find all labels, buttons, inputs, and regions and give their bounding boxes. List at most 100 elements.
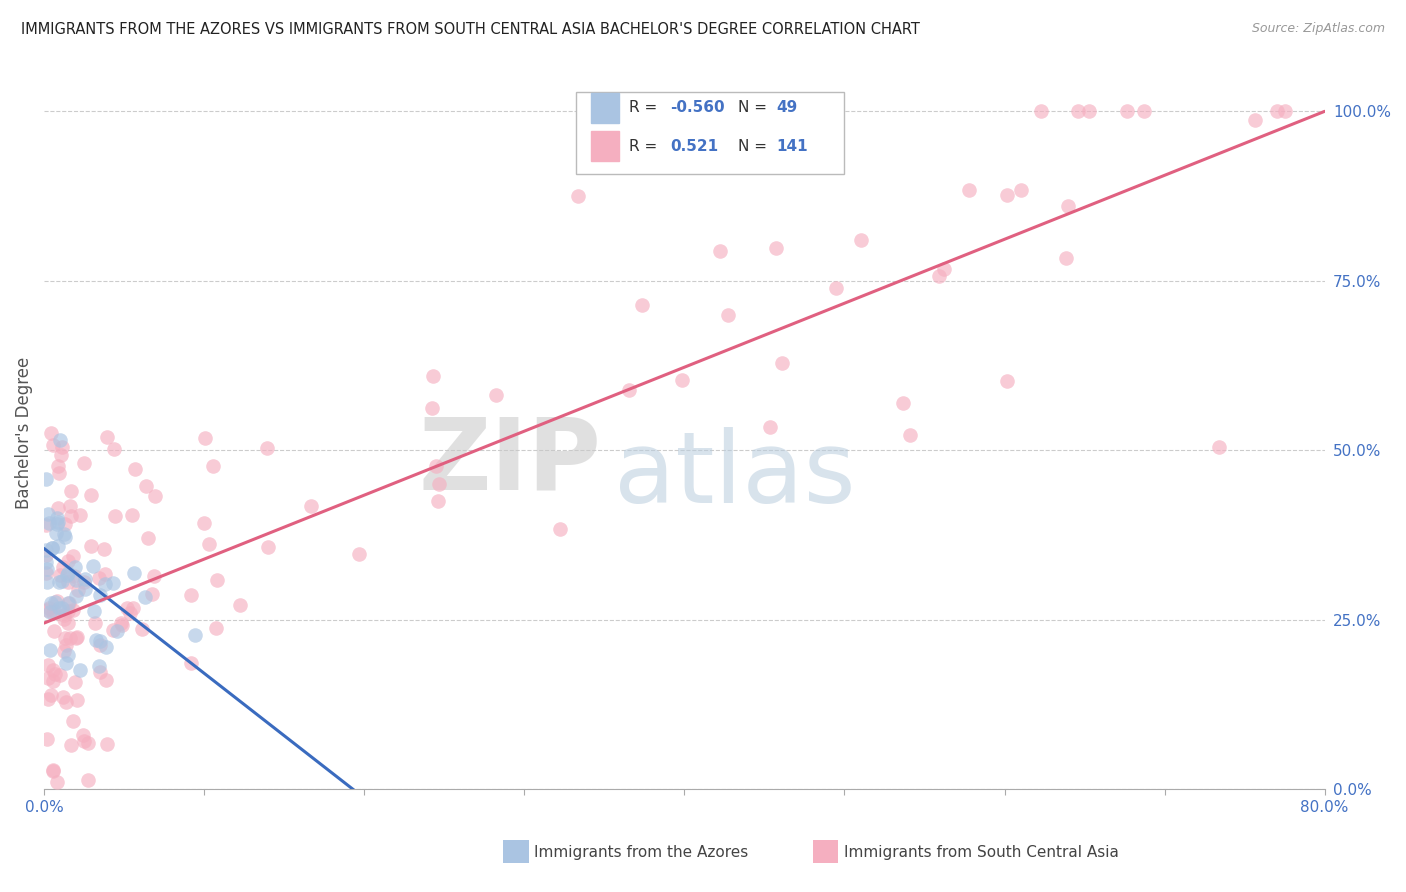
Point — [1029, 104, 1052, 119]
Point — [94, 673, 117, 687]
Text: N =: N = — [738, 100, 772, 115]
Point — [122, 600, 145, 615]
Point — [35, 518, 58, 533]
Point — [550, 522, 572, 536]
Point — [35, 542, 58, 557]
Point — [35, 731, 58, 746]
Point — [86, 632, 108, 647]
Point — [349, 548, 371, 562]
Point — [717, 308, 740, 322]
Text: R =: R = — [630, 100, 662, 115]
Point — [51, 600, 73, 615]
Point — [631, 297, 654, 311]
Point — [42, 604, 65, 618]
Point — [928, 268, 950, 283]
Point — [56, 597, 79, 611]
Point — [35, 548, 58, 562]
Point — [46, 458, 69, 473]
Point — [142, 568, 165, 582]
Point — [65, 559, 87, 574]
Point — [84, 615, 107, 630]
Point — [420, 401, 443, 416]
Point — [995, 374, 1018, 388]
Point — [38, 601, 60, 615]
Point — [69, 508, 91, 522]
Point — [1010, 183, 1032, 197]
Point — [299, 499, 322, 513]
Point — [89, 665, 111, 679]
Point — [60, 739, 83, 753]
Point — [759, 419, 782, 434]
Point — [41, 541, 63, 556]
Point — [41, 673, 63, 688]
Point — [995, 188, 1018, 202]
Point — [87, 571, 110, 585]
Point — [55, 638, 77, 652]
Point — [75, 582, 97, 596]
Point — [709, 244, 731, 258]
Point — [56, 566, 79, 580]
Point — [180, 588, 202, 602]
Point — [204, 621, 226, 635]
Point — [45, 525, 67, 540]
Point — [124, 461, 146, 475]
Point — [46, 775, 69, 789]
Point — [56, 574, 79, 589]
Point — [59, 483, 82, 498]
Point — [45, 516, 67, 531]
Point — [56, 604, 79, 618]
Point — [103, 442, 125, 457]
Point — [256, 441, 278, 455]
Point — [73, 457, 96, 471]
Point — [69, 663, 91, 677]
Point — [79, 539, 101, 553]
Point — [46, 511, 69, 525]
Point — [770, 356, 793, 370]
Point — [934, 261, 956, 276]
Point — [53, 631, 76, 645]
Point — [42, 764, 65, 779]
Bar — [591, 131, 619, 161]
Point — [41, 688, 63, 702]
Point — [52, 560, 75, 574]
Point — [1054, 251, 1077, 265]
Point — [229, 598, 252, 612]
Point — [427, 493, 450, 508]
Point — [111, 618, 134, 632]
Point — [1133, 104, 1156, 119]
Point — [41, 763, 63, 777]
Point — [765, 241, 787, 255]
Point — [37, 691, 59, 706]
Point — [65, 574, 87, 588]
Point — [849, 233, 872, 247]
Point — [105, 624, 128, 638]
Point — [180, 657, 202, 671]
Point — [62, 603, 84, 617]
Point — [35, 603, 58, 617]
Text: R =: R = — [630, 139, 662, 153]
Point — [37, 507, 59, 521]
Text: 49: 49 — [776, 100, 797, 115]
Point — [39, 425, 62, 440]
Text: 0.521: 0.521 — [671, 139, 718, 153]
Point — [143, 489, 166, 503]
Point — [58, 615, 80, 630]
Point — [49, 667, 72, 681]
Point — [53, 531, 76, 545]
Point — [46, 594, 69, 608]
Point — [72, 574, 94, 589]
Point — [44, 667, 66, 681]
Point — [96, 640, 118, 654]
Point — [136, 531, 159, 545]
Point — [121, 508, 143, 522]
Point — [134, 591, 156, 605]
Point — [94, 577, 117, 591]
Point — [42, 438, 65, 452]
Point — [76, 773, 98, 788]
Point — [35, 574, 58, 589]
Point — [898, 427, 921, 442]
Point — [51, 440, 73, 454]
Point — [94, 567, 117, 582]
Text: Immigrants from the Azores: Immigrants from the Azores — [534, 846, 748, 860]
Point — [39, 596, 62, 610]
